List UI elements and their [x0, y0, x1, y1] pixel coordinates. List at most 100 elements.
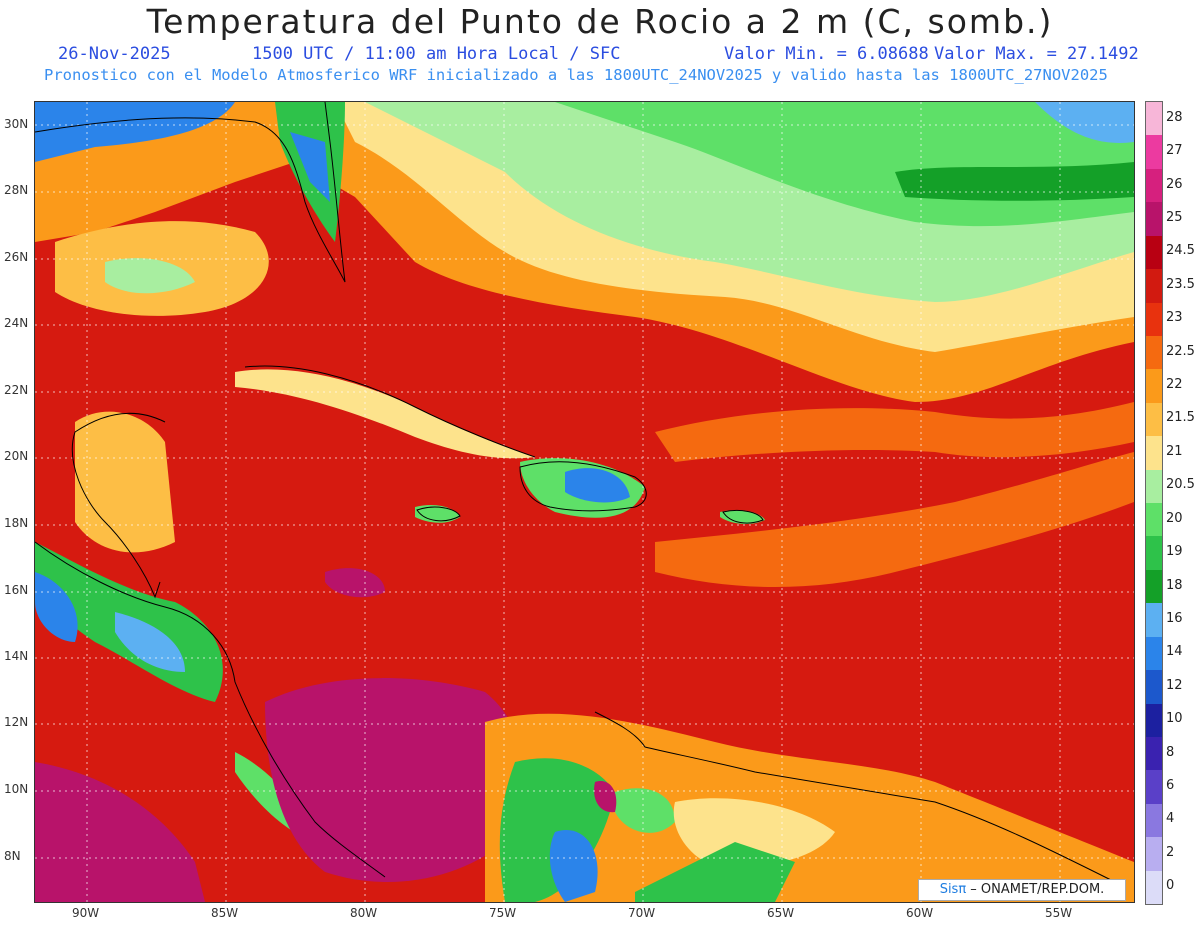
lat-label: 30N — [4, 117, 29, 131]
venezuela-yellow — [673, 798, 835, 866]
colorbar-segment — [1146, 736, 1162, 771]
pacific-warm-pool — [35, 762, 205, 902]
caribbean-warm-pool — [265, 678, 522, 882]
venezuela-green — [635, 842, 795, 902]
credit-text: – ONAMET/REP.DOM. — [966, 882, 1105, 897]
lon-label: 90W — [72, 906, 100, 920]
lat-label: 12N — [4, 715, 29, 729]
colorbar-label: 10 — [1166, 711, 1183, 727]
colorbar-segment — [1146, 168, 1162, 203]
lat-label: 18N — [4, 516, 29, 530]
colorbar-label: 14 — [1166, 644, 1183, 660]
colorbar-segment — [1146, 135, 1162, 170]
lon-label: 55W — [1045, 906, 1073, 920]
colorbar-label: 21.5 — [1166, 410, 1195, 426]
maracaibo-lake — [594, 781, 617, 813]
honduras-blue — [115, 612, 185, 672]
eastern-orange-band — [655, 452, 1134, 587]
colorbar-label: 25 — [1166, 209, 1183, 225]
colorbar-label: 8 — [1166, 744, 1175, 760]
dewpoint-map-canvas — [35, 102, 1134, 902]
colorbar-label: 12 — [1166, 677, 1183, 693]
colorbar-label: 26 — [1166, 176, 1183, 192]
florida-blue — [290, 132, 330, 202]
colorbar-label: 4 — [1166, 811, 1175, 827]
lon-label: 70W — [628, 906, 656, 920]
hispaniola-blue — [565, 468, 630, 503]
lat-label: 20N — [4, 449, 29, 463]
colorbar-segment — [1146, 369, 1162, 404]
colorbar-label: 23.5 — [1166, 276, 1195, 292]
colorbar-label: 20 — [1166, 510, 1183, 526]
blue-nw-corner — [35, 102, 235, 162]
lat-label: 26N — [4, 250, 29, 264]
max-value: Valor Max. = 27.1492 — [934, 44, 1139, 64]
colombia-blue — [549, 830, 598, 902]
central-orange-band — [655, 402, 1134, 462]
colorbar-label: 19 — [1166, 544, 1183, 560]
colorbar-label: 2 — [1166, 844, 1175, 860]
cuba — [235, 369, 535, 459]
colombia-green — [499, 758, 615, 902]
coastlines — [35, 102, 1116, 883]
colorbar-label: 6 — [1166, 778, 1175, 794]
blue-ne-corner — [1035, 102, 1134, 143]
valid-time: 1500 UTC / 11:00 am Hora Local / SFC — [252, 44, 621, 64]
south-america — [485, 713, 1134, 902]
colorbar-label: 16 — [1166, 610, 1183, 626]
colorbar-segment — [1146, 837, 1162, 872]
credit-box: Sisπ – ONAMET/REP.DOM. — [918, 879, 1126, 901]
forecast-info: Pronostico con el Modelo Atmosferico WRF… — [44, 66, 1108, 84]
colorbar-segment — [1146, 202, 1162, 237]
lon-label: 60W — [906, 906, 934, 920]
lat-label: 28N — [4, 183, 29, 197]
colorbar-segment — [1146, 402, 1162, 437]
colorbar-label: 22.5 — [1166, 343, 1195, 359]
dewpoint-map: Sisπ – ONAMET/REP.DOM. — [34, 101, 1135, 903]
colorbar-segment — [1146, 569, 1162, 604]
colorbar-segment — [1146, 302, 1162, 337]
lon-label: 75W — [489, 906, 517, 920]
colorbar-segment — [1146, 269, 1162, 303]
colorbar-label: 21 — [1166, 443, 1183, 459]
lat-label: 14N — [4, 649, 29, 663]
colorbar-segment — [1146, 870, 1162, 905]
lat-label: 8N — [4, 849, 21, 863]
sispi-logo: Sisπ — [939, 882, 967, 897]
colorbar-label: 23 — [1166, 310, 1183, 326]
colorbar-segment — [1146, 636, 1162, 671]
colorbar-segment — [1146, 102, 1162, 136]
lat-label: 22N — [4, 383, 29, 397]
colorbar-segment — [1146, 469, 1162, 504]
colorbar-label: 20.5 — [1166, 477, 1195, 493]
colorbar-segment — [1146, 770, 1162, 805]
colorbar-label: 18 — [1166, 577, 1183, 593]
colorbar-label: 24.5 — [1166, 243, 1195, 259]
small-warm-patch — [325, 568, 385, 598]
lon-label: 85W — [211, 906, 239, 920]
maracaibo-green — [615, 788, 675, 833]
map-title: Temperatura del Punto de Rocio a 2 m (C,… — [146, 2, 1054, 41]
graticule — [35, 102, 1134, 902]
colorbar-segment — [1146, 703, 1162, 738]
colorbar-segment — [1146, 603, 1162, 638]
lon-label: 65W — [767, 906, 795, 920]
dark-green-band — [895, 162, 1134, 201]
colorbar-label: 27 — [1166, 143, 1183, 159]
lat-label: 16N — [4, 583, 29, 597]
colorbar-segment — [1146, 436, 1162, 471]
colorbar-label: 22 — [1166, 377, 1183, 393]
valid-date: 26-Nov-2025 — [58, 44, 171, 64]
min-value: Valor Min. = 6.08688 — [724, 44, 929, 64]
colorbar-segment — [1146, 803, 1162, 838]
colorbar-segment — [1146, 335, 1162, 370]
lat-label: 24N — [4, 316, 29, 330]
guatemala-blue — [35, 572, 78, 642]
colorbar — [1145, 101, 1163, 905]
colorbar-label: 0 — [1166, 878, 1175, 894]
lon-label: 80W — [350, 906, 378, 920]
colorbar-label: 28 — [1166, 109, 1183, 125]
lat-label: 10N — [4, 782, 29, 796]
colorbar-segment — [1146, 503, 1162, 537]
colorbar-segment — [1146, 536, 1162, 571]
